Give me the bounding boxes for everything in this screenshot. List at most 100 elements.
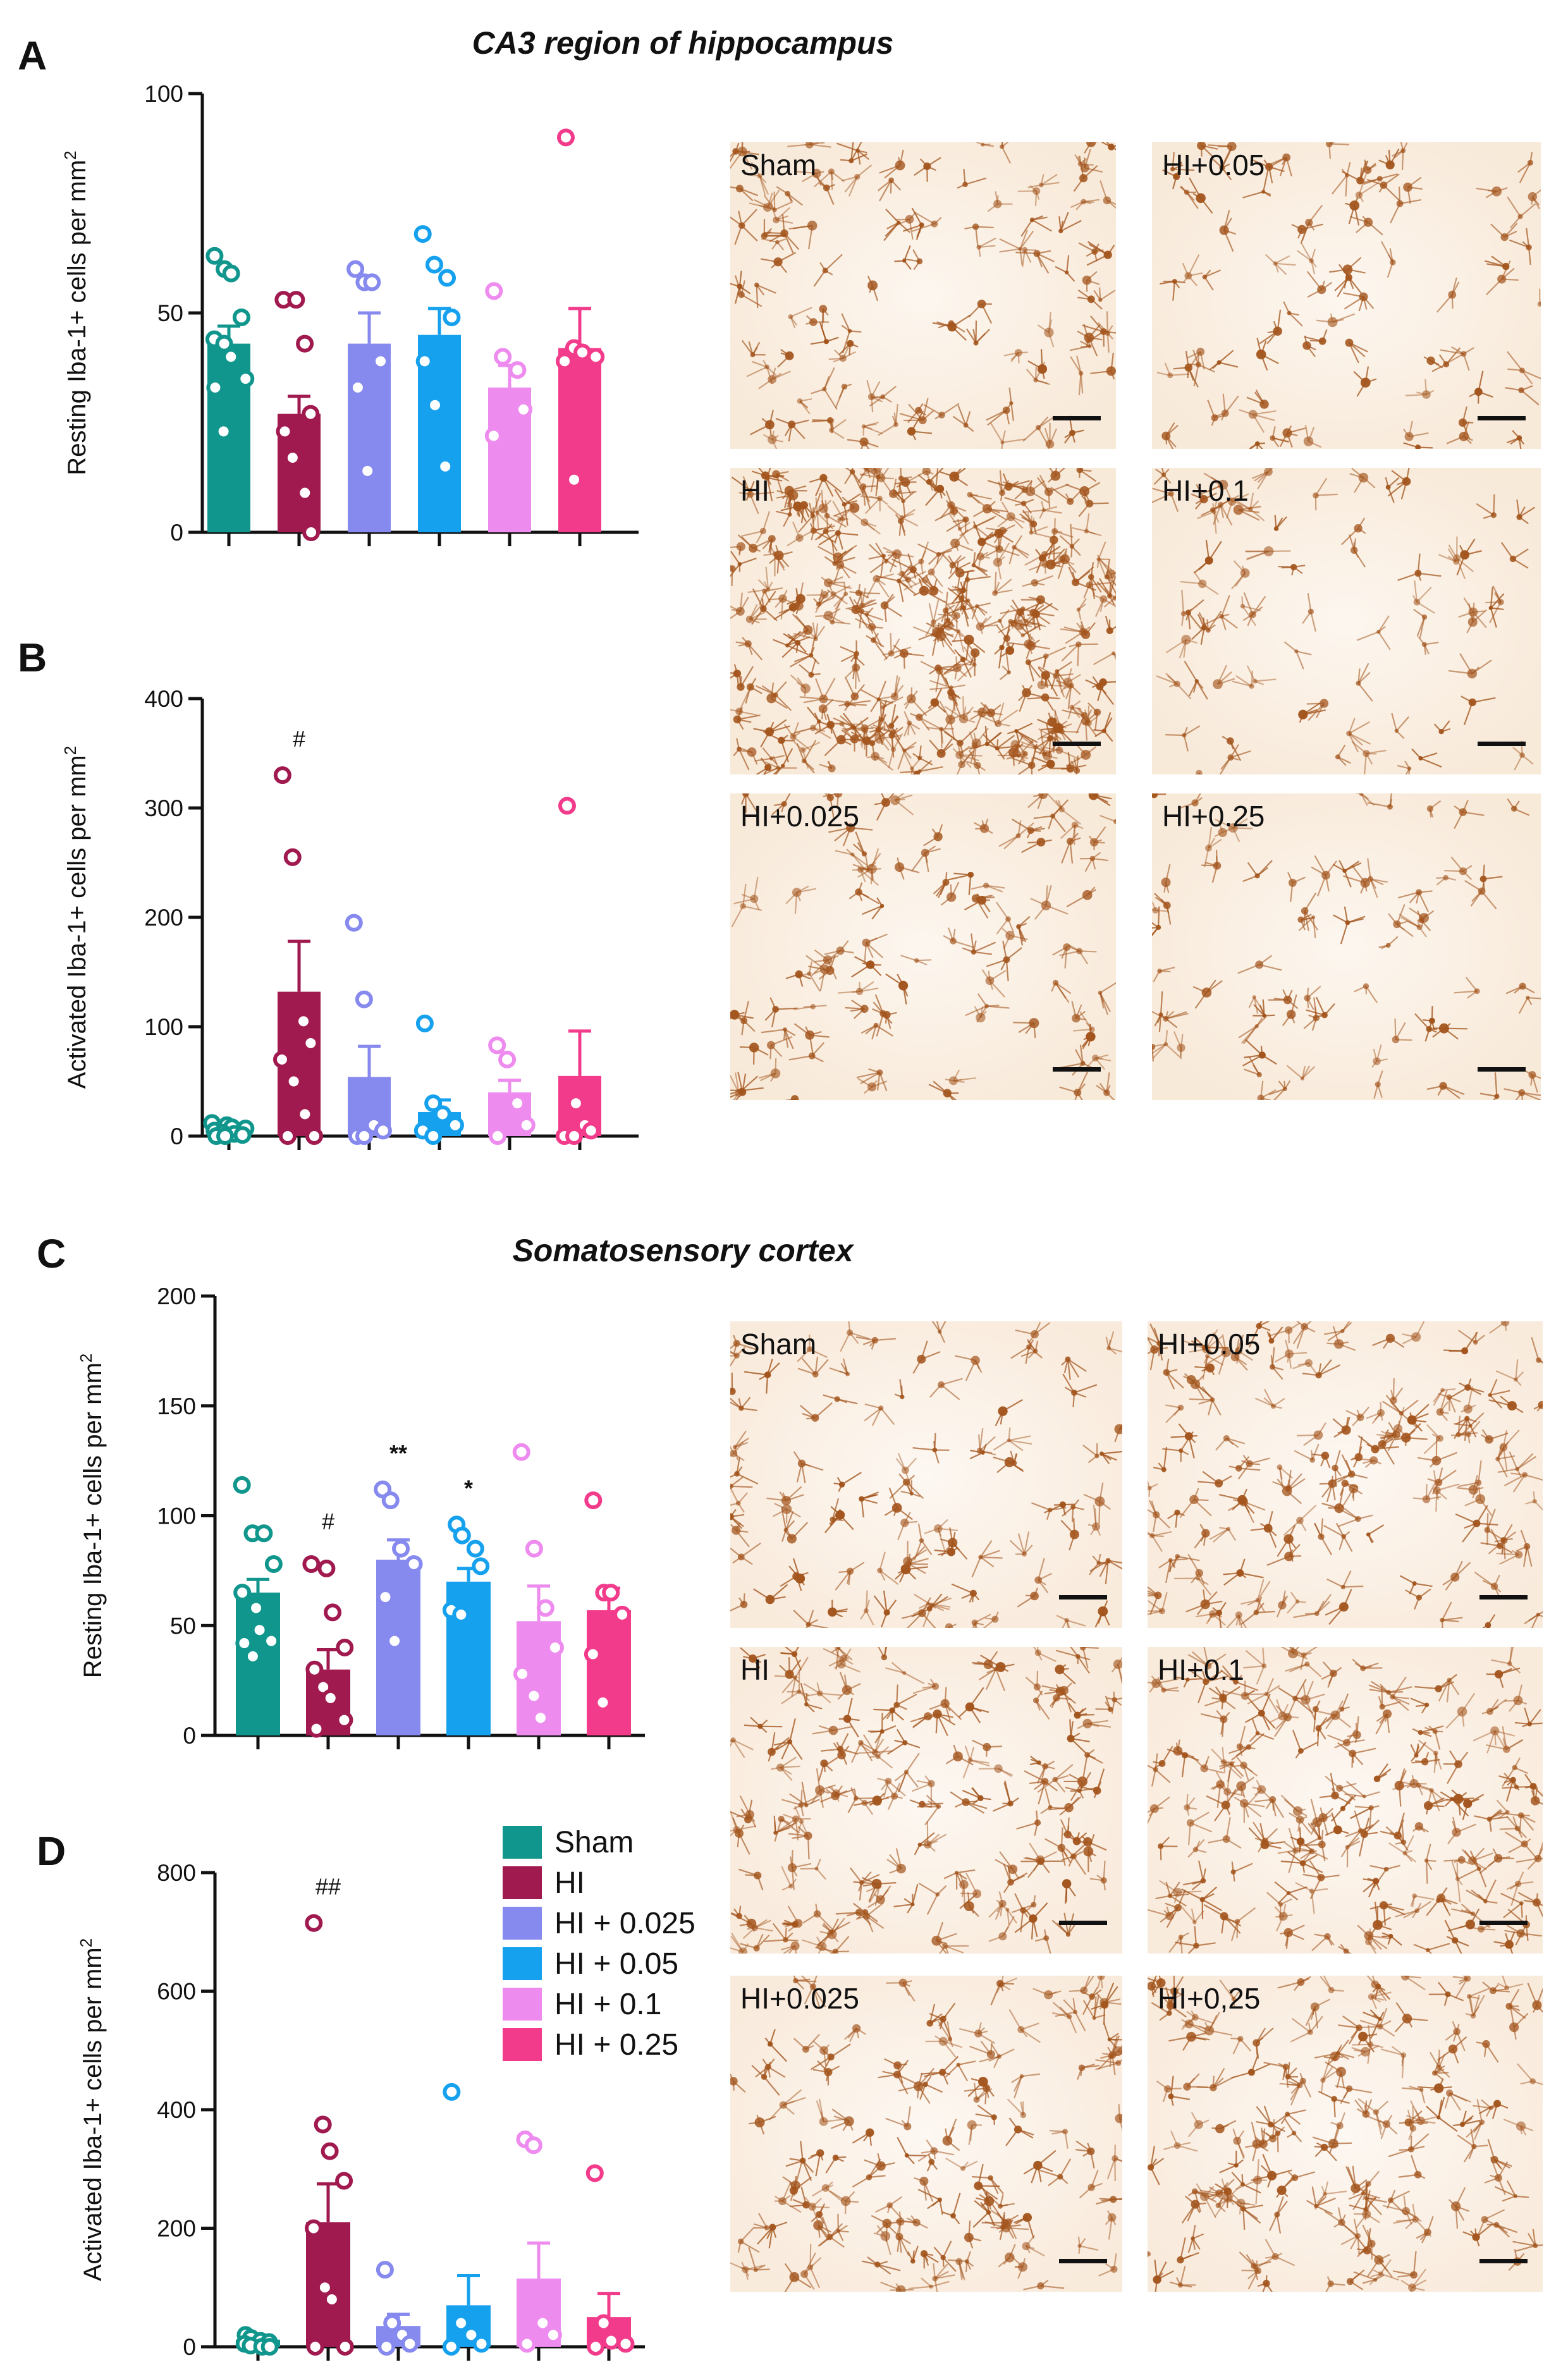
data-point <box>452 2314 470 2332</box>
micrograph-shading <box>730 1976 1122 2292</box>
data-point <box>518 2335 536 2353</box>
data-point <box>287 291 305 309</box>
data-point <box>524 2136 542 2155</box>
data-point <box>438 269 456 287</box>
y-tick-label: 50 <box>170 1613 196 1639</box>
data-point <box>285 1072 303 1091</box>
micrograph-shading <box>730 142 1116 449</box>
data-point <box>534 2314 552 2332</box>
data-point <box>415 352 434 370</box>
data-point <box>233 1584 252 1602</box>
data-point <box>348 378 367 396</box>
data-point <box>279 1127 297 1145</box>
panel-letter-c: C <box>37 1231 66 1276</box>
data-point <box>283 848 302 866</box>
y-tick-label: 100 <box>144 1014 183 1040</box>
data-point <box>488 1036 506 1055</box>
data-point <box>307 1720 326 1738</box>
bar-hi-0-025 <box>348 343 391 532</box>
data-point <box>383 2314 401 2332</box>
data-point <box>466 1539 484 1558</box>
data-point <box>442 2338 460 2356</box>
section-title-hippocampus: CA3 region of hippocampus <box>472 25 894 61</box>
data-point <box>305 1660 324 1679</box>
data-point <box>594 2314 613 2332</box>
microglia-cells <box>730 142 1116 449</box>
data-point <box>381 1491 400 1510</box>
micrograph-hi: HI <box>730 468 1116 774</box>
scale-bar <box>1478 416 1526 420</box>
chart-panel-a: 0 50 100 Resting Iba-1+ cells per mm2 <box>61 81 639 546</box>
data-point <box>513 1665 531 1683</box>
microglia-cells <box>1148 1647 1543 1954</box>
data-point <box>363 273 381 291</box>
y-tick-label: 400 <box>144 686 183 712</box>
y-tick-label: 0 <box>170 1123 183 1149</box>
microglia-cells <box>1148 1321 1543 1628</box>
data-point <box>616 2335 635 2353</box>
chart-panel-c: 0 50 100 150 200 Resting Iba-1+ cells per mm2… <box>77 1283 645 1749</box>
legend-swatch-sham <box>503 1826 542 1859</box>
data-point <box>305 2219 323 2237</box>
y-tick-label: 150 <box>157 1393 196 1419</box>
data-point <box>283 449 302 467</box>
microglia-cells <box>1152 468 1536 774</box>
scale-bar <box>1479 2259 1528 2263</box>
y-tick-label: 800 <box>157 1860 196 1886</box>
data-point <box>335 2172 353 2190</box>
data-point <box>296 1105 314 1123</box>
data-point <box>305 1914 323 1932</box>
data-point <box>222 264 240 283</box>
data-point <box>295 1012 313 1031</box>
data-point <box>514 400 532 419</box>
data-point <box>508 1094 527 1113</box>
data-point <box>452 1605 470 1624</box>
data-point <box>302 405 320 423</box>
legend-swatch-hi-0-025 <box>503 1907 542 1940</box>
data-point <box>472 2335 491 2353</box>
legend-swatch-hi-0-05 <box>503 1947 542 1980</box>
data-point <box>443 2083 461 2101</box>
data-point <box>484 427 503 445</box>
y-tick-label: 200 <box>157 1283 196 1309</box>
micrograph-shading <box>730 793 1116 1100</box>
scale-bar <box>1053 416 1101 420</box>
data-point <box>594 1693 612 1711</box>
data-point <box>205 247 224 265</box>
microglia-cells <box>1148 1976 1543 2292</box>
data-point <box>374 1122 392 1140</box>
data-point <box>273 1050 291 1068</box>
y-tick-label: 100 <box>157 1503 196 1529</box>
significance-marker: # <box>293 726 305 752</box>
data-point <box>321 2142 339 2160</box>
data-point <box>264 1555 283 1573</box>
data-point <box>498 1050 517 1068</box>
significance-marker: # <box>322 1508 334 1534</box>
data-point <box>335 1711 353 1729</box>
data-point <box>215 334 233 353</box>
micrograph-label: HI+0.025 <box>740 1982 859 2015</box>
y-tick-label: 0 <box>183 1723 196 1749</box>
micrograph-label: HI+0.05 <box>1158 1328 1260 1361</box>
data-point <box>602 1584 620 1602</box>
data-point <box>276 422 294 441</box>
data-point <box>558 797 576 815</box>
data-point <box>602 2332 620 2350</box>
y-axis-label: Activated Iba-1+ cells per mm2 <box>77 1938 107 2281</box>
data-point <box>386 1632 404 1650</box>
micrograph-label: HI+0,25 <box>1158 1982 1260 2015</box>
data-point <box>567 1094 585 1113</box>
legend-label-hi-0-25: HI + 0.25 <box>554 2028 678 2062</box>
data-point <box>317 1559 336 1577</box>
microglia-cells <box>1152 793 1541 1100</box>
legend-label-hi-0-05: HI + 0.05 <box>554 1947 678 1981</box>
micrograph-hi-0-025: HI+0.025 <box>730 1976 1122 2292</box>
micrograph-label: HI+0.25 <box>1162 800 1265 833</box>
legend: Sham HI HI + 0.025 HI + 0.05 HI + 0.1 HI + 0.… <box>503 1826 695 2062</box>
data-point <box>517 1116 536 1134</box>
y-tick-label: 200 <box>157 2216 196 2242</box>
micrograph-label: HI+0.025 <box>740 800 859 833</box>
data-point <box>243 1647 262 1665</box>
data-point <box>376 1588 395 1606</box>
